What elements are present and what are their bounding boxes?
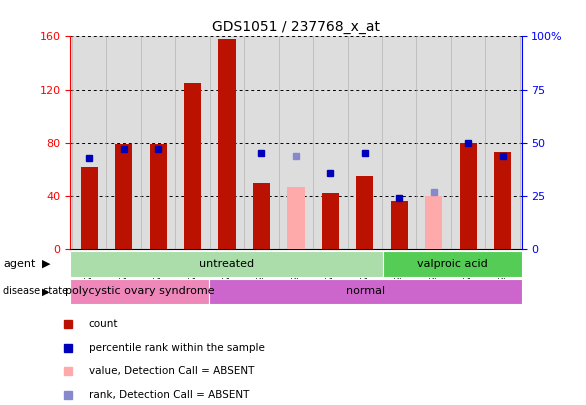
Text: polycystic ovary syndrome: polycystic ovary syndrome xyxy=(65,286,214,296)
Bar xyxy=(322,193,339,249)
Text: rank, Detection Call = ABSENT: rank, Detection Call = ABSENT xyxy=(88,390,249,400)
Bar xyxy=(70,279,209,304)
Bar xyxy=(356,176,373,249)
Text: count: count xyxy=(88,319,118,329)
Bar xyxy=(391,201,408,249)
Bar xyxy=(184,83,201,249)
Bar xyxy=(149,144,167,249)
Bar xyxy=(70,251,383,277)
Bar xyxy=(107,36,141,249)
Text: ▶: ▶ xyxy=(42,286,50,296)
Bar xyxy=(219,39,236,249)
Text: valproic acid: valproic acid xyxy=(417,259,488,269)
Text: normal: normal xyxy=(346,286,385,296)
Bar xyxy=(494,152,511,249)
Bar xyxy=(485,36,520,249)
Text: ▶: ▶ xyxy=(42,259,51,269)
Bar xyxy=(459,143,477,249)
Bar xyxy=(72,36,107,249)
Bar xyxy=(425,196,442,249)
Bar xyxy=(347,36,382,249)
Bar xyxy=(81,167,98,249)
Bar xyxy=(244,36,279,249)
Bar xyxy=(210,36,244,249)
Bar xyxy=(417,36,451,249)
Text: value, Detection Call = ABSENT: value, Detection Call = ABSENT xyxy=(88,367,254,376)
Bar xyxy=(253,183,270,249)
Bar xyxy=(115,144,132,249)
Text: agent: agent xyxy=(3,259,35,269)
Bar xyxy=(209,279,522,304)
Bar xyxy=(383,251,522,277)
Bar xyxy=(279,36,313,249)
Text: untreated: untreated xyxy=(199,259,254,269)
Bar xyxy=(175,36,210,249)
Title: GDS1051 / 237768_x_at: GDS1051 / 237768_x_at xyxy=(212,20,380,34)
Bar xyxy=(287,187,305,249)
Bar xyxy=(141,36,175,249)
Text: percentile rank within the sample: percentile rank within the sample xyxy=(88,343,264,353)
Text: disease state: disease state xyxy=(3,286,68,296)
Bar xyxy=(451,36,485,249)
Bar xyxy=(313,36,347,249)
Bar xyxy=(382,36,417,249)
